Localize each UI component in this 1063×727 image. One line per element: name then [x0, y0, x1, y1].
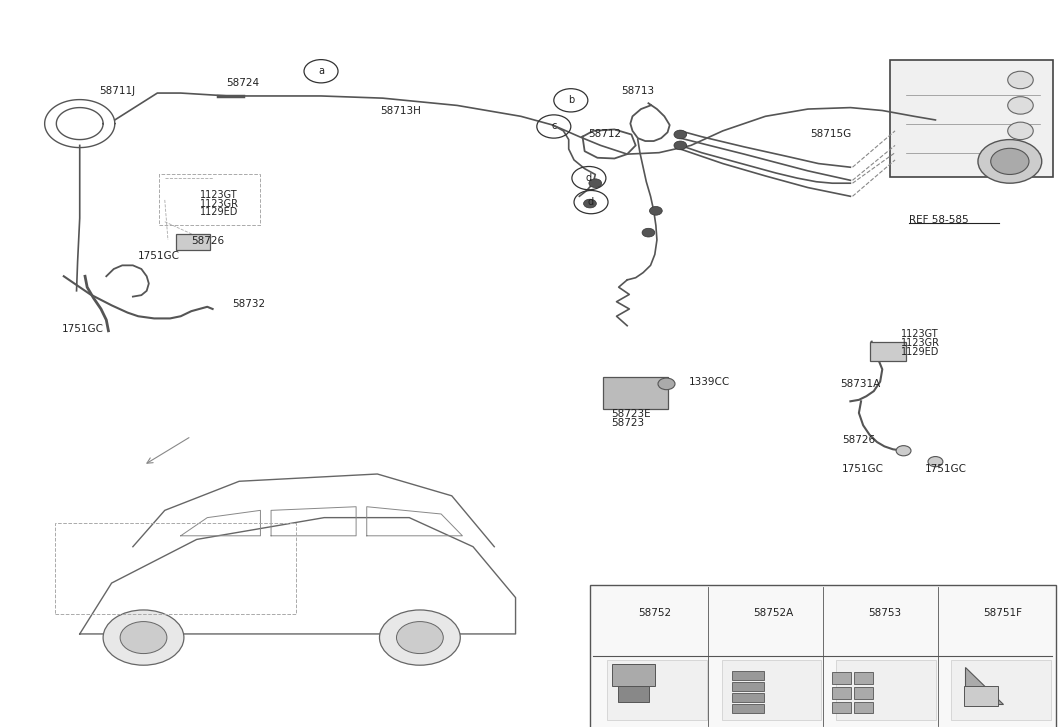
Text: 58715G: 58715G: [810, 129, 851, 139]
Circle shape: [379, 610, 460, 665]
Circle shape: [120, 622, 167, 654]
Text: 58712: 58712: [588, 129, 621, 139]
Circle shape: [991, 148, 1029, 174]
Text: 58723E: 58723E: [611, 409, 651, 419]
Text: d: d: [588, 197, 594, 207]
FancyBboxPatch shape: [854, 687, 873, 699]
Text: 1339CC: 1339CC: [689, 377, 730, 387]
FancyBboxPatch shape: [618, 686, 649, 702]
Circle shape: [978, 140, 1042, 183]
Circle shape: [1008, 97, 1033, 114]
FancyBboxPatch shape: [607, 660, 707, 720]
Text: 1123GT: 1123GT: [200, 190, 237, 200]
Text: 58713H: 58713H: [381, 105, 421, 116]
FancyBboxPatch shape: [870, 342, 906, 361]
Circle shape: [928, 457, 943, 467]
FancyBboxPatch shape: [951, 660, 1051, 720]
Circle shape: [1008, 122, 1033, 140]
FancyBboxPatch shape: [176, 234, 210, 250]
FancyBboxPatch shape: [890, 60, 1053, 177]
Text: 58752: 58752: [639, 608, 672, 618]
Text: 58711J: 58711J: [99, 86, 135, 96]
FancyBboxPatch shape: [832, 672, 851, 684]
Text: 1751GC: 1751GC: [62, 324, 104, 334]
FancyBboxPatch shape: [603, 377, 668, 409]
Circle shape: [396, 622, 443, 654]
FancyBboxPatch shape: [832, 687, 851, 699]
FancyBboxPatch shape: [832, 702, 851, 713]
Text: 1129ED: 1129ED: [200, 207, 238, 217]
FancyBboxPatch shape: [732, 682, 764, 691]
Circle shape: [642, 228, 655, 237]
Circle shape: [658, 378, 675, 390]
Text: 1751GC: 1751GC: [925, 464, 967, 474]
Text: 1123GR: 1123GR: [200, 198, 239, 209]
Text: 1129ED: 1129ED: [901, 347, 940, 357]
Text: 1751GC: 1751GC: [138, 251, 181, 261]
Text: 58731A: 58731A: [840, 379, 880, 389]
FancyBboxPatch shape: [612, 664, 655, 686]
Text: 58726: 58726: [191, 236, 224, 246]
FancyBboxPatch shape: [590, 585, 1056, 727]
Circle shape: [1008, 148, 1033, 165]
Circle shape: [103, 610, 184, 665]
FancyBboxPatch shape: [732, 671, 764, 680]
Polygon shape: [965, 667, 1003, 704]
Text: d: d: [959, 608, 965, 617]
Text: a: a: [318, 66, 324, 76]
Text: 1123GT: 1123GT: [901, 329, 939, 340]
FancyBboxPatch shape: [732, 704, 764, 713]
Circle shape: [1008, 71, 1033, 89]
Text: d: d: [586, 173, 592, 183]
Text: b: b: [729, 608, 736, 617]
Circle shape: [896, 446, 911, 456]
Text: REF 58-585: REF 58-585: [909, 214, 968, 225]
Text: 1123GR: 1123GR: [901, 338, 941, 348]
Text: 58726: 58726: [842, 435, 875, 445]
FancyBboxPatch shape: [722, 660, 822, 720]
Text: 58751F: 58751F: [983, 608, 1022, 618]
Text: 58713: 58713: [621, 86, 655, 96]
FancyBboxPatch shape: [837, 660, 937, 720]
Text: c: c: [551, 121, 557, 132]
Text: 1751GC: 1751GC: [842, 464, 884, 474]
FancyBboxPatch shape: [732, 693, 764, 702]
FancyBboxPatch shape: [854, 702, 873, 713]
Circle shape: [674, 141, 687, 150]
Text: 58724: 58724: [225, 78, 259, 88]
Text: 58752A: 58752A: [754, 608, 794, 618]
Text: a: a: [614, 608, 620, 617]
Text: b: b: [568, 95, 574, 105]
Text: 58723: 58723: [611, 418, 644, 428]
FancyBboxPatch shape: [854, 672, 873, 684]
Circle shape: [589, 179, 602, 188]
Circle shape: [584, 199, 596, 208]
Circle shape: [649, 206, 662, 215]
Text: 58753: 58753: [868, 608, 901, 618]
Text: 58732: 58732: [232, 299, 265, 309]
Circle shape: [674, 130, 687, 139]
FancyBboxPatch shape: [964, 686, 998, 706]
Text: c: c: [844, 608, 849, 617]
